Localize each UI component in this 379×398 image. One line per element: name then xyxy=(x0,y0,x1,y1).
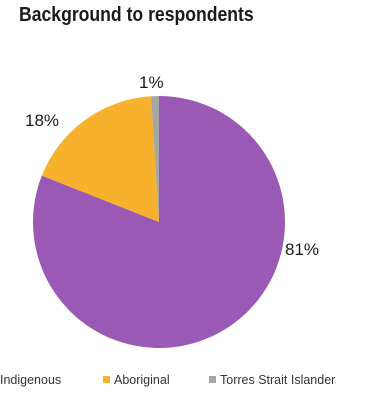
legend-label-non-indigenous: Indigenous xyxy=(0,373,61,387)
data-label-non-indigenous: 81% xyxy=(285,240,319,259)
chart-legend: Indigenous Aboriginal Torres Strait Island… xyxy=(0,373,335,387)
legend-label-aboriginal: Aboriginal xyxy=(114,373,170,387)
legend-label-torres-strait-islander: Torres Strait Islander xyxy=(220,373,335,387)
legend-swatch-aboriginal xyxy=(103,376,110,383)
pie-slice-torres-strait-islander xyxy=(151,96,159,222)
chart-title: Background to respondents xyxy=(19,4,254,26)
legend-swatch-torres-strait-islander xyxy=(209,376,216,383)
pie-slice-non-indigenous xyxy=(32,96,285,349)
data-label-torres-strait-islander: 1% xyxy=(139,73,164,92)
data-label-aboriginal: 18% xyxy=(25,111,59,130)
pie-slice-aboriginal xyxy=(41,96,160,222)
